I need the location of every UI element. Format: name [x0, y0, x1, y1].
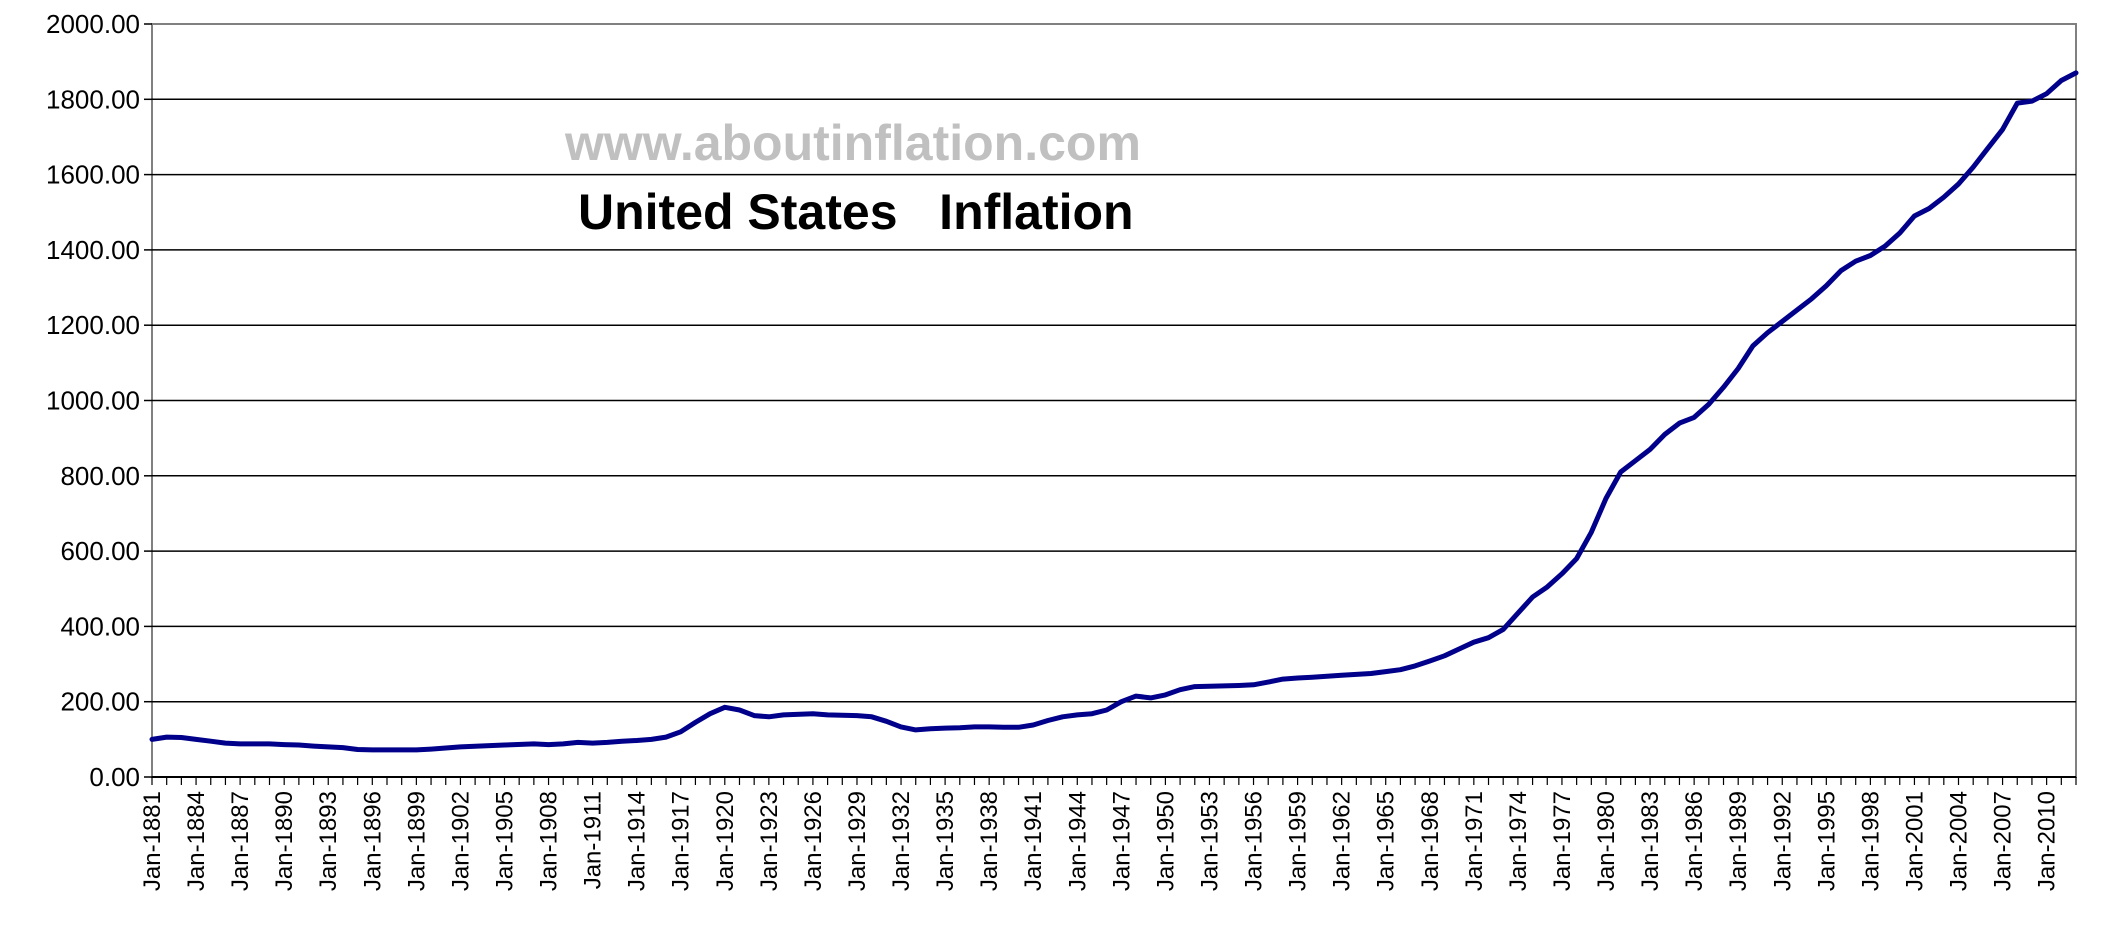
x-tick-label: Jan-1971	[1461, 791, 1488, 891]
x-tick-label: Jan-1893	[315, 791, 342, 891]
x-tick-label: Jan-1896	[359, 791, 386, 891]
series-layer	[149, 70, 2079, 753]
x-tick-label: Jan-1884	[183, 791, 210, 891]
series-line-0	[149, 70, 2079, 753]
x-tick-label: Jan-1959	[1285, 791, 1312, 891]
x-tick-label: Jan-2007	[1990, 791, 2017, 891]
y-tick-label: 400.00	[60, 611, 140, 641]
y-axis: 0.00 200.00 400.00 600.00 800.00 1000.00 1200.…	[46, 9, 152, 792]
x-tick-label: Jan-1968	[1417, 791, 1444, 891]
x-tick-label: Jan-1977	[1549, 791, 1576, 891]
x-tick-label: Jan-1995	[1813, 791, 1840, 891]
x-tick-label: Jan-1929	[844, 791, 871, 891]
y-tick-label: 800.00	[60, 461, 140, 491]
y-tick-label: 1400.00	[46, 235, 140, 265]
x-tick-label: Jan-1911	[580, 791, 607, 889]
x-tick-label: Jan-1953	[1196, 791, 1223, 891]
x-tick-label: Jan-1950	[1152, 791, 1179, 891]
x-tick-label: Jan-1935	[932, 791, 959, 891]
x-tick-label: Jan-1998	[1857, 791, 1884, 891]
y-tick-label: 1600.00	[46, 160, 140, 190]
x-tick-label: Jan-1899	[403, 791, 430, 891]
x-tick-label: Jan-1917	[668, 791, 695, 891]
x-tick-label: Jan-1980	[1593, 791, 1620, 891]
x-tick-label: Jan-1956	[1241, 791, 1268, 891]
x-tick-label: Jan-1992	[1769, 791, 1796, 891]
x-tick-label: Jan-1938	[976, 791, 1003, 891]
x-tick-label: Jan-1962	[1329, 791, 1356, 891]
x-tick-label: Jan-1890	[271, 791, 298, 891]
x-tick-label: Jan-1923	[756, 791, 783, 891]
y-tick-label: 2000.00	[46, 9, 140, 39]
x-axis: Jan-1881 Jan-1884 Jan-1887 Jan-1890 Jan-1893…	[139, 776, 2077, 891]
x-tick-label: Jan-1944	[1064, 791, 1091, 891]
x-tick-label: Jan-1881	[139, 791, 166, 891]
x-tick-label: Jan-1926	[800, 791, 827, 891]
watermark-text: www.aboutinflation.com	[564, 115, 1141, 171]
x-tick-label: Jan-1986	[1681, 791, 1708, 891]
x-tick-label: Jan-1908	[536, 791, 563, 891]
x-tick-label: Jan-1989	[1725, 791, 1752, 891]
gridlines	[152, 98, 2076, 703]
x-tick-label: Jan-1887	[227, 791, 254, 891]
x-tick-label: Jan-2004	[1946, 791, 1973, 891]
y-tick-label: 600.00	[60, 536, 140, 566]
x-tick-label: Jan-1905	[491, 791, 518, 891]
x-tick-label: Jan-2001	[1901, 791, 1928, 891]
y-tick-label: 1200.00	[46, 310, 140, 340]
y-tick-label: 200.00	[60, 687, 140, 717]
y-tick-label: 1000.00	[46, 386, 140, 416]
x-tick-label: Jan-1983	[1637, 791, 1664, 891]
x-tick-label: Jan-1920	[712, 791, 739, 891]
x-tick-label: Jan-1965	[1373, 791, 1400, 891]
x-tick-label: Jan-1932	[888, 791, 915, 891]
y-tick-label: 1800.00	[46, 84, 140, 114]
chart-title: United States Inflation	[578, 184, 1134, 240]
x-tick-label: Jan-1914	[624, 791, 651, 891]
y-tick-label: 0.00	[89, 762, 140, 792]
x-tick-label: Jan-1947	[1108, 791, 1135, 891]
x-tick-label: Jan-2010	[2034, 791, 2061, 891]
x-tick-label: Jan-1941	[1020, 791, 1047, 891]
x-tick-label: Jan-1902	[447, 791, 474, 891]
x-tick-label: Jan-1974	[1505, 791, 1532, 891]
